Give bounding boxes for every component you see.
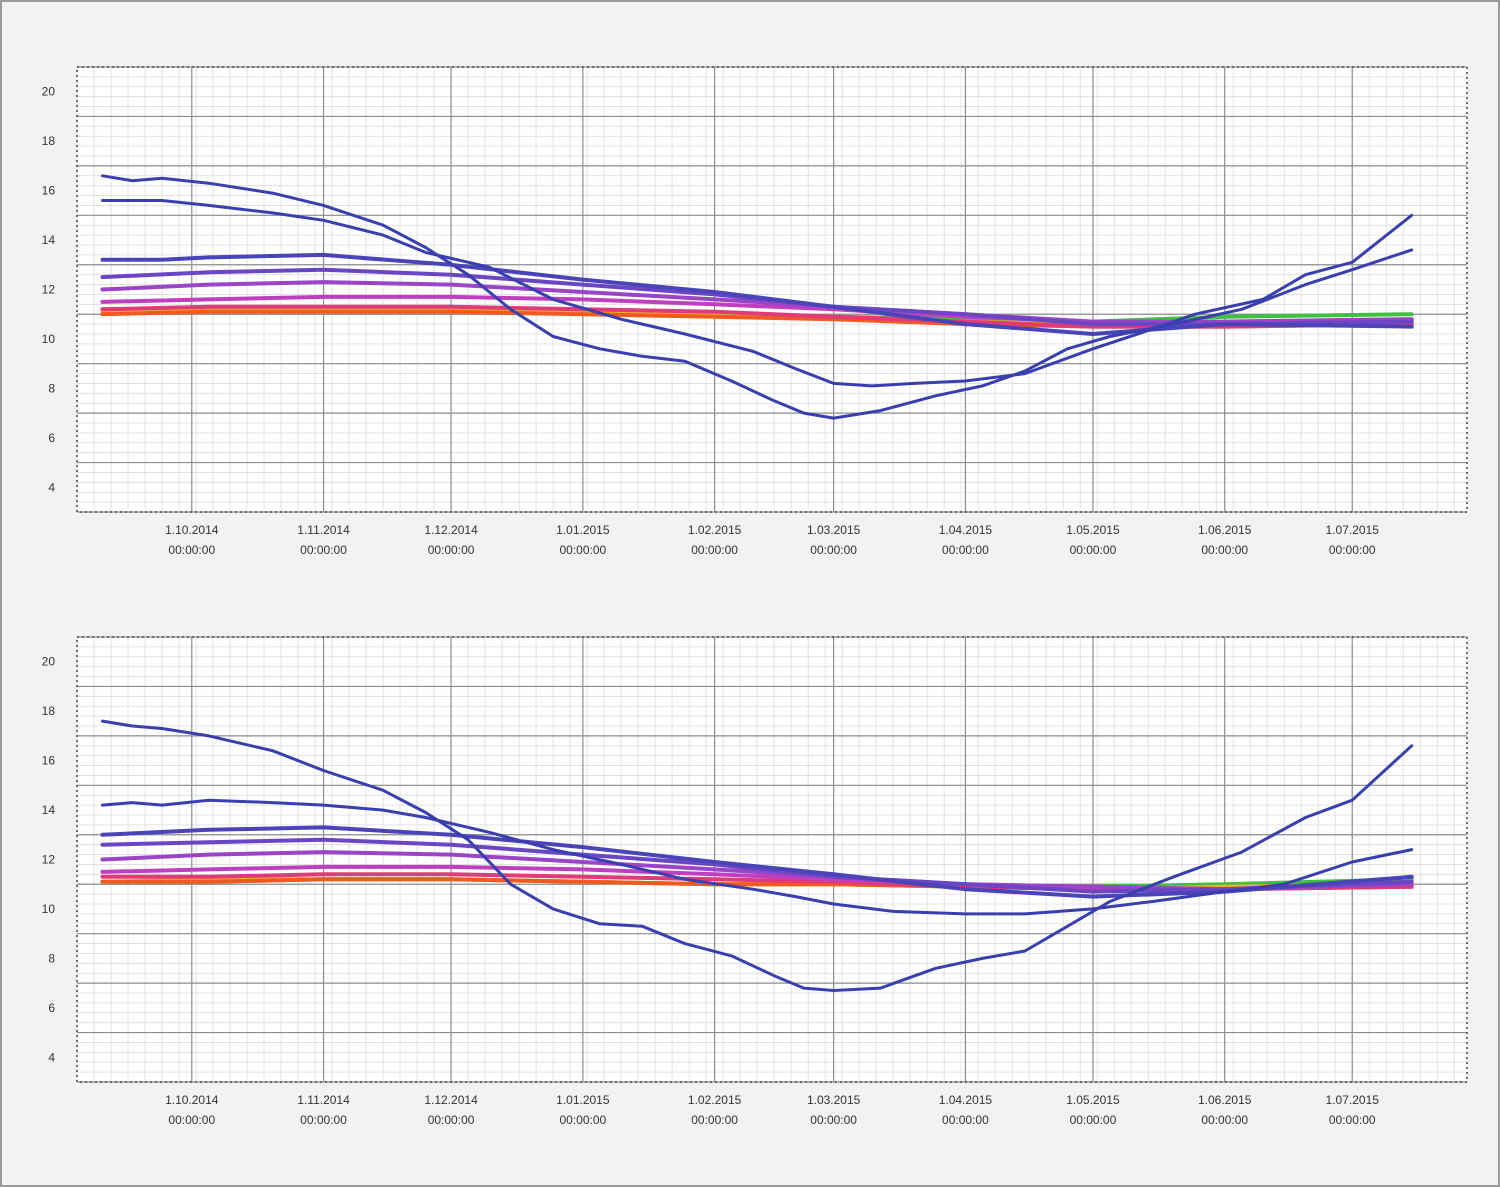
series-line-2 (101, 199, 1414, 388)
y-tick-label: 14 (42, 233, 56, 247)
x-tick-time: 00:00:00 (1201, 543, 1248, 557)
x-tick-time: 00:00:00 (300, 543, 347, 557)
series-line-1 (101, 174, 1414, 420)
chart-top: 4 6 8 10 12 14 16 18 20 1.10.2014 00:00:00 1.11.201… (42, 66, 1468, 557)
x-tick-time: 00:00:00 (942, 1113, 989, 1127)
series-line-4 (100, 267, 1414, 327)
y-tick-label: 6 (48, 431, 55, 445)
plot-area (77, 637, 1467, 1082)
x-tick-label: 1.02.2015 (688, 523, 742, 537)
y-tick-label: 4 (48, 1050, 55, 1064)
x-tick-label: 1.02.2015 (688, 1093, 742, 1107)
x-tick-label: 1.12.2014 (424, 1093, 478, 1107)
y-tick-label: 4 (48, 480, 55, 494)
plot-border (76, 66, 1468, 513)
y-tick-label: 16 (42, 754, 56, 768)
series-group (100, 174, 1414, 420)
x-tick-time: 00:00:00 (428, 1113, 475, 1127)
series-line-1 (101, 719, 1414, 992)
y-tick-label: 12 (42, 283, 56, 297)
x-tick-label: 1.01.2015 (556, 523, 610, 537)
series-line-5 (100, 850, 1414, 892)
x-tick-label: 1.07.2015 (1326, 1093, 1380, 1107)
x-tick-time: 00:00:00 (810, 1113, 857, 1127)
y-tick-label: 6 (48, 1001, 55, 1015)
x-tick-time: 00:00:00 (559, 1113, 606, 1127)
series-line-3 (100, 825, 1414, 899)
y-tick-label: 14 (42, 803, 56, 817)
x-tick-time: 00:00:00 (942, 543, 989, 557)
x-tick-label: 1.05.2015 (1066, 523, 1120, 537)
x-tick-time: 00:00:00 (1070, 1113, 1117, 1127)
x-tick-label: 1.06.2015 (1198, 523, 1252, 537)
x-tick-time: 00:00:00 (168, 543, 215, 557)
series-line-3 (100, 252, 1414, 336)
x-tick-label: 1.10.2014 (165, 1093, 219, 1107)
series-line-7 (100, 304, 1414, 329)
x-tick-time: 00:00:00 (1070, 543, 1117, 557)
y-tick-label: 18 (42, 134, 56, 148)
x-tick-time: 00:00:00 (168, 1113, 215, 1127)
x-tick-label: 1.03.2015 (807, 1093, 861, 1107)
chart-bottom: 4 6 8 10 12 14 16 18 20 1.10.2014 00:00:00 1.11.201… (42, 636, 1468, 1127)
major-grid (77, 636, 1467, 1083)
x-tick-label: 1.01.2015 (556, 1093, 610, 1107)
x-tick-time: 00:00:00 (1329, 543, 1376, 557)
x-tick-label: 1.11.2014 (297, 523, 350, 537)
x-tick-time: 00:00:00 (300, 1113, 347, 1127)
x-tick-label: 1.10.2014 (165, 523, 219, 537)
y-tick-label: 10 (42, 332, 56, 346)
y-tick-label: 8 (48, 951, 55, 965)
x-tick-time: 00:00:00 (1201, 1113, 1248, 1127)
y-tick-label: 20 (42, 655, 56, 669)
x-tick-label: 1.04.2015 (939, 523, 993, 537)
x-tick-label: 1.12.2014 (424, 523, 478, 537)
y-tick-label: 20 (42, 85, 56, 99)
series-line-5 (100, 280, 1414, 324)
x-tick-label: 1.07.2015 (1326, 523, 1380, 537)
plot-area (77, 67, 1467, 512)
x-tick-time: 00:00:00 (810, 543, 857, 557)
series-line-2 (101, 798, 1414, 916)
x-tick-label: 1.06.2015 (1198, 1093, 1252, 1107)
x-tick-time: 00:00:00 (691, 1113, 738, 1127)
y-tick-label: 8 (48, 381, 55, 395)
x-tick-label: 1.05.2015 (1066, 1093, 1120, 1107)
y-tick-label: 16 (42, 184, 56, 198)
x-tick-label: 1.11.2014 (297, 1093, 350, 1107)
y-tick-label: 12 (42, 853, 56, 867)
x-tick-label: 1.04.2015 (939, 1093, 993, 1107)
x-tick-time: 00:00:00 (559, 543, 606, 557)
x-tick-time: 00:00:00 (691, 543, 738, 557)
plot-border (76, 636, 1468, 1083)
x-tick-time: 00:00:00 (1329, 1113, 1376, 1127)
series-group (100, 719, 1414, 992)
y-tick-label: 18 (42, 704, 56, 718)
x-tick-label: 1.03.2015 (807, 523, 861, 537)
x-tick-time: 00:00:00 (428, 543, 475, 557)
y-tick-label: 10 (42, 902, 56, 916)
